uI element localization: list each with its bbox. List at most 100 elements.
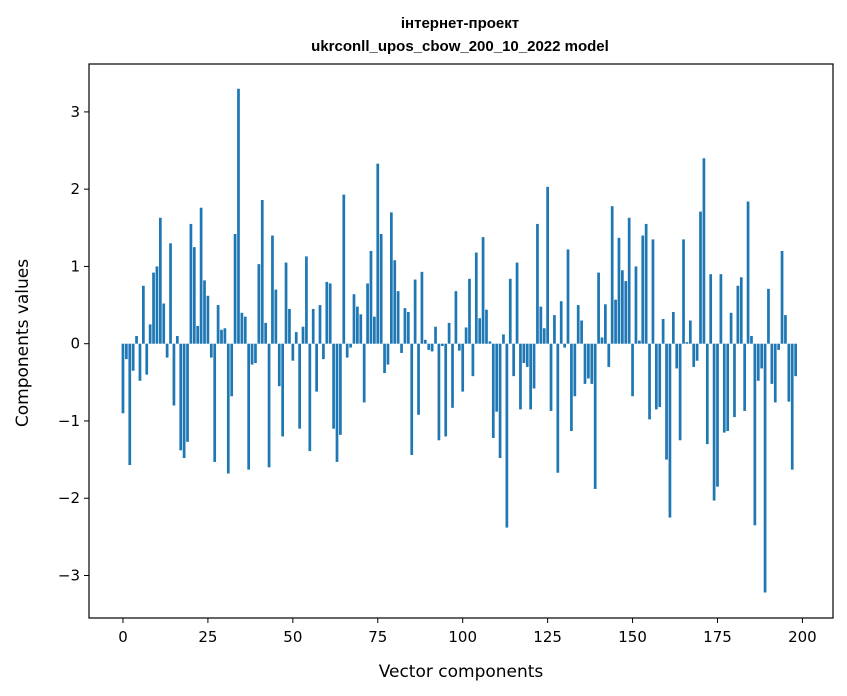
bar <box>682 239 685 344</box>
bar <box>743 343 747 411</box>
bar <box>332 343 335 429</box>
bar <box>342 194 346 344</box>
bar <box>491 343 495 438</box>
bar <box>125 343 128 360</box>
bar <box>417 343 420 415</box>
bar <box>699 211 702 344</box>
x-tick-label: 25 <box>198 628 217 646</box>
bar <box>267 343 271 468</box>
bar <box>627 217 631 344</box>
bar <box>570 343 573 432</box>
bar <box>773 343 777 403</box>
bar <box>767 288 770 344</box>
bar <box>311 308 315 344</box>
bar <box>294 332 298 344</box>
bar <box>264 322 268 344</box>
bar <box>230 343 234 397</box>
bar <box>729 312 733 344</box>
bar <box>209 343 213 358</box>
bar <box>587 343 590 379</box>
bar <box>423 339 427 344</box>
bar <box>461 343 465 392</box>
bar <box>668 343 672 518</box>
bar <box>512 343 516 377</box>
bar <box>189 223 193 344</box>
bar <box>349 343 352 348</box>
bar <box>760 343 764 369</box>
bar <box>756 343 760 381</box>
y-tick-label: 2 <box>70 180 80 198</box>
bar <box>736 285 740 344</box>
y-tick-label: −3 <box>58 567 80 585</box>
bar <box>634 266 638 344</box>
bar <box>420 271 424 344</box>
bar <box>383 343 386 374</box>
bar <box>247 343 251 470</box>
bar <box>427 343 431 350</box>
bar <box>213 343 217 462</box>
bar <box>556 343 560 473</box>
bar <box>777 343 780 350</box>
bar <box>610 206 614 344</box>
y-tick-label: 3 <box>70 103 80 121</box>
bar <box>705 343 709 445</box>
bar <box>447 322 451 344</box>
bar <box>488 341 492 344</box>
bar <box>121 343 125 414</box>
bar <box>328 283 332 344</box>
bar <box>624 281 628 344</box>
bar <box>495 343 499 412</box>
bar <box>485 309 488 344</box>
bar <box>182 343 186 459</box>
bar <box>678 343 682 441</box>
bar <box>406 312 410 344</box>
bar <box>784 315 787 344</box>
bar <box>322 343 325 360</box>
bar <box>719 274 723 344</box>
bar <box>468 278 471 344</box>
bar <box>644 223 648 344</box>
bar <box>298 343 301 429</box>
bar <box>403 308 407 344</box>
bar <box>155 266 159 344</box>
bar <box>478 318 482 344</box>
bar <box>546 186 549 344</box>
bar <box>440 343 444 347</box>
x-tick-label: 0 <box>118 628 128 646</box>
bar <box>291 343 295 361</box>
bar <box>542 328 546 344</box>
bar <box>243 316 247 344</box>
bar <box>345 343 349 358</box>
bar <box>138 343 142 381</box>
bar <box>739 277 743 344</box>
bar <box>444 343 448 437</box>
bar <box>651 239 655 344</box>
bar <box>726 343 730 432</box>
bar <box>621 270 624 344</box>
y-tick-label: −1 <box>58 412 80 430</box>
bar <box>590 343 594 384</box>
bar <box>787 343 791 402</box>
bar <box>172 343 176 406</box>
bar <box>688 320 692 344</box>
bar <box>260 199 264 344</box>
bar <box>148 324 152 344</box>
bar <box>753 343 757 526</box>
x-tick-label: 175 <box>703 628 732 646</box>
bar <box>226 343 230 474</box>
bar <box>271 235 274 344</box>
bar <box>474 252 478 344</box>
bar <box>508 278 512 344</box>
bar <box>549 343 553 411</box>
bar <box>301 326 305 344</box>
bar <box>675 343 679 369</box>
bar <box>566 249 570 344</box>
bar <box>175 335 179 344</box>
bar <box>152 272 155 344</box>
bar <box>457 343 461 351</box>
bar <box>481 237 485 344</box>
bar <box>240 312 244 344</box>
bar <box>410 343 414 455</box>
bar <box>165 343 169 358</box>
